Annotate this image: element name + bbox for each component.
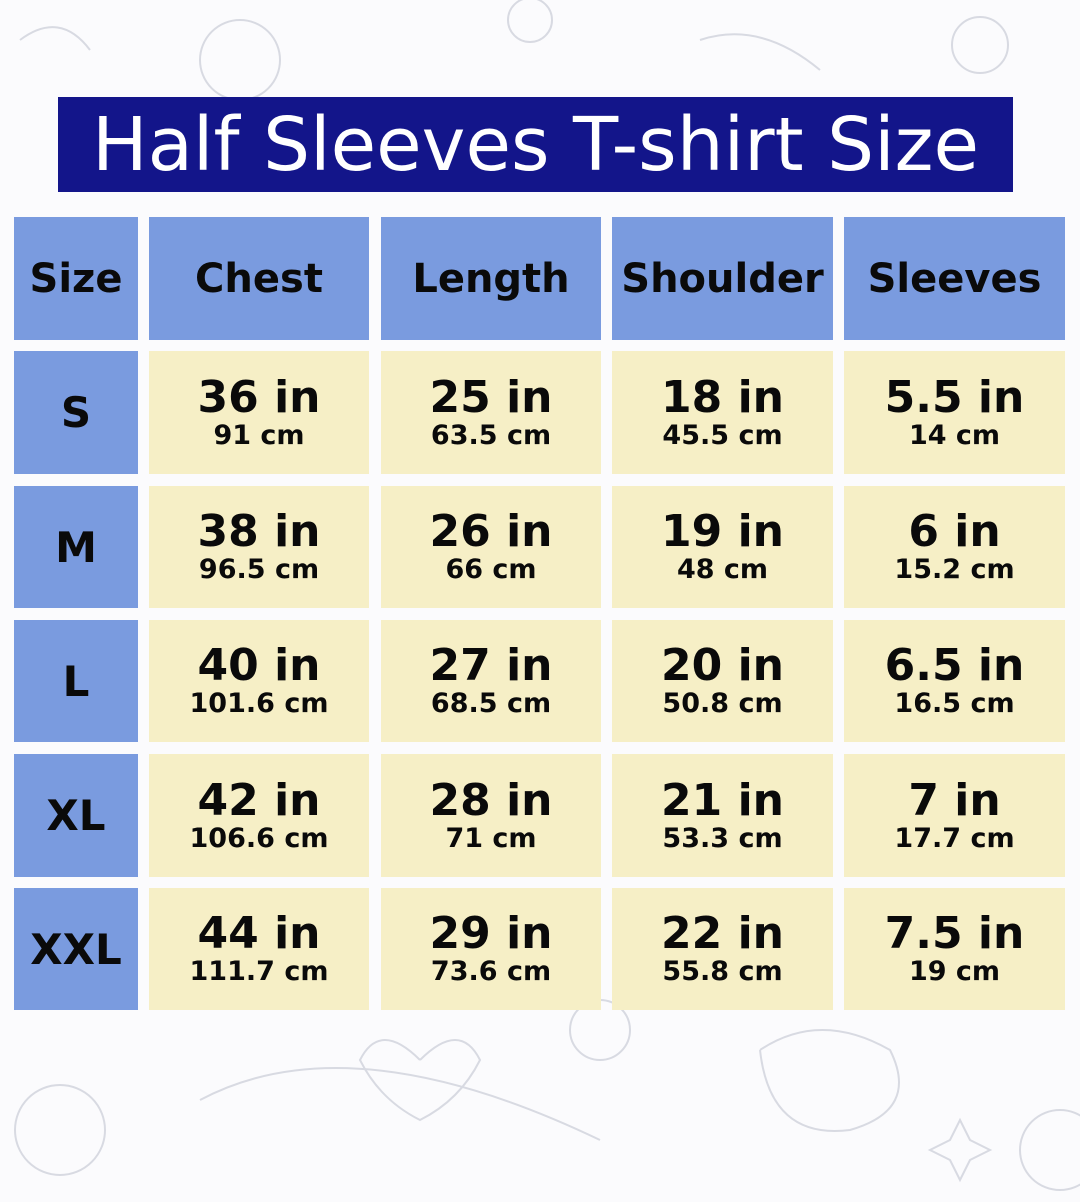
inches-value: 5.5 in <box>884 371 1025 423</box>
measurement-cell: 19 in 48 cm <box>612 486 833 608</box>
measurement-cell: 44 in 111.7 cm <box>149 888 369 1010</box>
measurement-cell: 7.5 in 19 cm <box>844 888 1065 1010</box>
cm-value: 45.5 cm <box>662 419 783 451</box>
measurement-cell: 29 in 73.6 cm <box>381 888 601 1010</box>
measurement-cell: 27 in 68.5 cm <box>381 620 601 742</box>
cm-value: 14 cm <box>908 419 1001 451</box>
column-header: Sleeves <box>844 217 1065 340</box>
size-label: XL <box>14 754 138 877</box>
inches-value: 22 in <box>661 908 784 959</box>
column-header: Chest <box>149 217 369 340</box>
cm-value: 15.2 cm <box>894 554 1015 585</box>
measurement-cell: 25 in 63.5 cm <box>381 351 601 474</box>
size-label: M <box>14 486 138 608</box>
inches-value: 25 in <box>429 371 553 423</box>
inches-value: 6 in <box>908 506 1001 557</box>
inches-value: 18 in <box>661 371 784 423</box>
inches-value: 26 in <box>429 506 553 557</box>
inches-value: 28 in <box>429 774 553 826</box>
cm-value: 111.7 cm <box>189 956 329 987</box>
inches-value: 27 in <box>429 640 553 691</box>
inches-value: 21 in <box>661 774 784 826</box>
cm-value: 71 cm <box>445 822 537 854</box>
inches-value: 19 in <box>661 506 784 557</box>
cm-value: 53.3 cm <box>662 822 783 854</box>
cm-value: 16.5 cm <box>894 688 1015 719</box>
column-header: Length <box>381 217 601 340</box>
cm-value: 19 cm <box>908 956 1001 987</box>
cm-value: 17.7 cm <box>894 822 1015 854</box>
inches-value: 20 in <box>661 640 784 691</box>
size-label: L <box>14 620 138 742</box>
inches-value: 7 in <box>908 774 1001 826</box>
measurement-cell: 42 in 106.6 cm <box>149 754 369 877</box>
size-label: S <box>14 351 138 474</box>
measurement-cell: 22 in 55.8 cm <box>612 888 833 1010</box>
measurement-cell: 7 in 17.7 cm <box>844 754 1065 877</box>
inches-value: 36 in <box>197 371 321 423</box>
measurement-cell: 36 in 91 cm <box>149 351 369 474</box>
cm-value: 91 cm <box>213 419 305 451</box>
column-header: Size <box>14 217 138 340</box>
cm-value: 96.5 cm <box>198 554 320 585</box>
cm-value: 48 cm <box>676 554 769 585</box>
cm-value: 101.6 cm <box>189 688 329 719</box>
inches-value: 29 in <box>429 908 553 959</box>
measurement-cell: 5.5 in 14 cm <box>844 351 1065 474</box>
cm-value: 73.6 cm <box>430 956 552 987</box>
cm-value: 66 cm <box>445 554 537 585</box>
inches-value: 40 in <box>197 640 321 691</box>
cm-value: 68.5 cm <box>430 688 552 719</box>
size-label: XXL <box>14 888 138 1010</box>
inches-value: 38 in <box>197 506 321 557</box>
inches-value: 44 in <box>197 908 321 959</box>
measurement-cell: 20 in 50.8 cm <box>612 620 833 742</box>
inches-value: 6.5 in <box>884 640 1025 691</box>
measurement-cell: 38 in 96.5 cm <box>149 486 369 608</box>
measurement-cell: 28 in 71 cm <box>381 754 601 877</box>
measurement-cell: 18 in 45.5 cm <box>612 351 833 474</box>
measurement-cell: 40 in 101.6 cm <box>149 620 369 742</box>
page-title: Half Sleeves T-shirt Size <box>58 97 1013 192</box>
inches-value: 42 in <box>197 774 321 826</box>
inches-value: 7.5 in <box>884 908 1025 959</box>
measurement-cell: 6 in 15.2 cm <box>844 486 1065 608</box>
measurement-cell: 26 in 66 cm <box>381 486 601 608</box>
cm-value: 55.8 cm <box>662 956 783 987</box>
measurement-cell: 6.5 in 16.5 cm <box>844 620 1065 742</box>
measurement-cell: 21 in 53.3 cm <box>612 754 833 877</box>
cm-value: 106.6 cm <box>189 822 329 854</box>
cm-value: 63.5 cm <box>430 419 552 451</box>
cm-value: 50.8 cm <box>662 688 783 719</box>
column-header: Shoulder <box>612 217 833 340</box>
